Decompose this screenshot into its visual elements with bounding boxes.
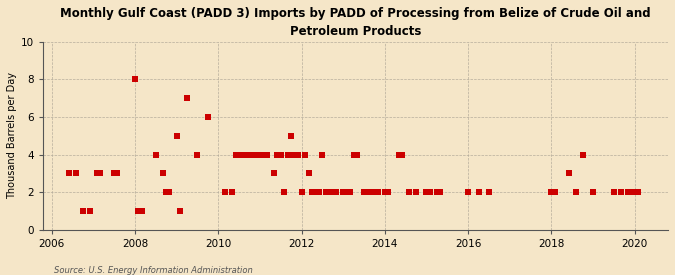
Point bbox=[112, 171, 123, 176]
Point bbox=[227, 190, 238, 194]
Point bbox=[220, 190, 231, 194]
Point bbox=[268, 171, 279, 176]
Point bbox=[327, 190, 338, 194]
Point bbox=[95, 171, 106, 176]
Point bbox=[244, 152, 255, 157]
Point bbox=[254, 152, 265, 157]
Point bbox=[425, 190, 435, 194]
Point bbox=[289, 152, 300, 157]
Point bbox=[171, 134, 182, 138]
Point bbox=[435, 190, 446, 194]
Point bbox=[300, 152, 310, 157]
Point bbox=[324, 190, 335, 194]
Title: Monthly Gulf Coast (PADD 3) Imports by PADD of Processing from Belize of Crude O: Monthly Gulf Coast (PADD 3) Imports by P… bbox=[60, 7, 651, 38]
Point bbox=[373, 190, 383, 194]
Point bbox=[317, 152, 328, 157]
Point bbox=[431, 190, 442, 194]
Point bbox=[341, 190, 352, 194]
Point bbox=[393, 152, 404, 157]
Point bbox=[84, 209, 95, 213]
Point bbox=[345, 190, 356, 194]
Point bbox=[320, 190, 331, 194]
Point bbox=[577, 152, 588, 157]
Point bbox=[358, 190, 369, 194]
Point bbox=[293, 152, 304, 157]
Point bbox=[379, 190, 390, 194]
Point bbox=[258, 152, 269, 157]
Point bbox=[91, 171, 102, 176]
Point bbox=[182, 96, 192, 100]
Point bbox=[70, 171, 81, 176]
Point bbox=[473, 190, 484, 194]
Point bbox=[306, 190, 317, 194]
Point bbox=[261, 152, 272, 157]
Point bbox=[174, 209, 185, 213]
Point bbox=[310, 190, 321, 194]
Point bbox=[404, 190, 414, 194]
Point bbox=[362, 190, 373, 194]
Point bbox=[241, 152, 252, 157]
Point bbox=[151, 152, 161, 157]
Point bbox=[546, 190, 557, 194]
Point bbox=[133, 209, 144, 213]
Point bbox=[483, 190, 494, 194]
Point bbox=[410, 190, 421, 194]
Point bbox=[136, 209, 147, 213]
Point bbox=[331, 190, 342, 194]
Point bbox=[164, 190, 175, 194]
Point bbox=[78, 209, 88, 213]
Point bbox=[549, 190, 560, 194]
Point bbox=[296, 190, 307, 194]
Point bbox=[616, 190, 626, 194]
Point bbox=[463, 190, 474, 194]
Point bbox=[109, 171, 119, 176]
Point bbox=[303, 171, 314, 176]
Point bbox=[397, 152, 408, 157]
Point bbox=[192, 152, 202, 157]
Point bbox=[130, 77, 140, 82]
Point bbox=[314, 190, 325, 194]
Point bbox=[383, 190, 394, 194]
Point bbox=[588, 190, 599, 194]
Point bbox=[629, 190, 640, 194]
Point bbox=[369, 190, 380, 194]
Point bbox=[272, 152, 283, 157]
Point bbox=[247, 152, 258, 157]
Point bbox=[275, 152, 286, 157]
Point bbox=[564, 171, 574, 176]
Point bbox=[282, 152, 293, 157]
Point bbox=[338, 190, 348, 194]
Point bbox=[230, 152, 241, 157]
Point bbox=[251, 152, 262, 157]
Point bbox=[161, 190, 171, 194]
Y-axis label: Thousand Barrels per Day: Thousand Barrels per Day bbox=[7, 72, 17, 199]
Point bbox=[202, 115, 213, 119]
Point bbox=[608, 190, 619, 194]
Point bbox=[63, 171, 74, 176]
Point bbox=[157, 171, 168, 176]
Point bbox=[352, 152, 362, 157]
Point bbox=[366, 190, 377, 194]
Point bbox=[237, 152, 248, 157]
Point bbox=[626, 190, 637, 194]
Point bbox=[632, 190, 643, 194]
Point bbox=[570, 190, 581, 194]
Text: Source: U.S. Energy Information Administration: Source: U.S. Energy Information Administ… bbox=[54, 266, 252, 275]
Point bbox=[622, 190, 633, 194]
Point bbox=[348, 152, 359, 157]
Point bbox=[286, 134, 296, 138]
Point bbox=[279, 190, 290, 194]
Point bbox=[421, 190, 432, 194]
